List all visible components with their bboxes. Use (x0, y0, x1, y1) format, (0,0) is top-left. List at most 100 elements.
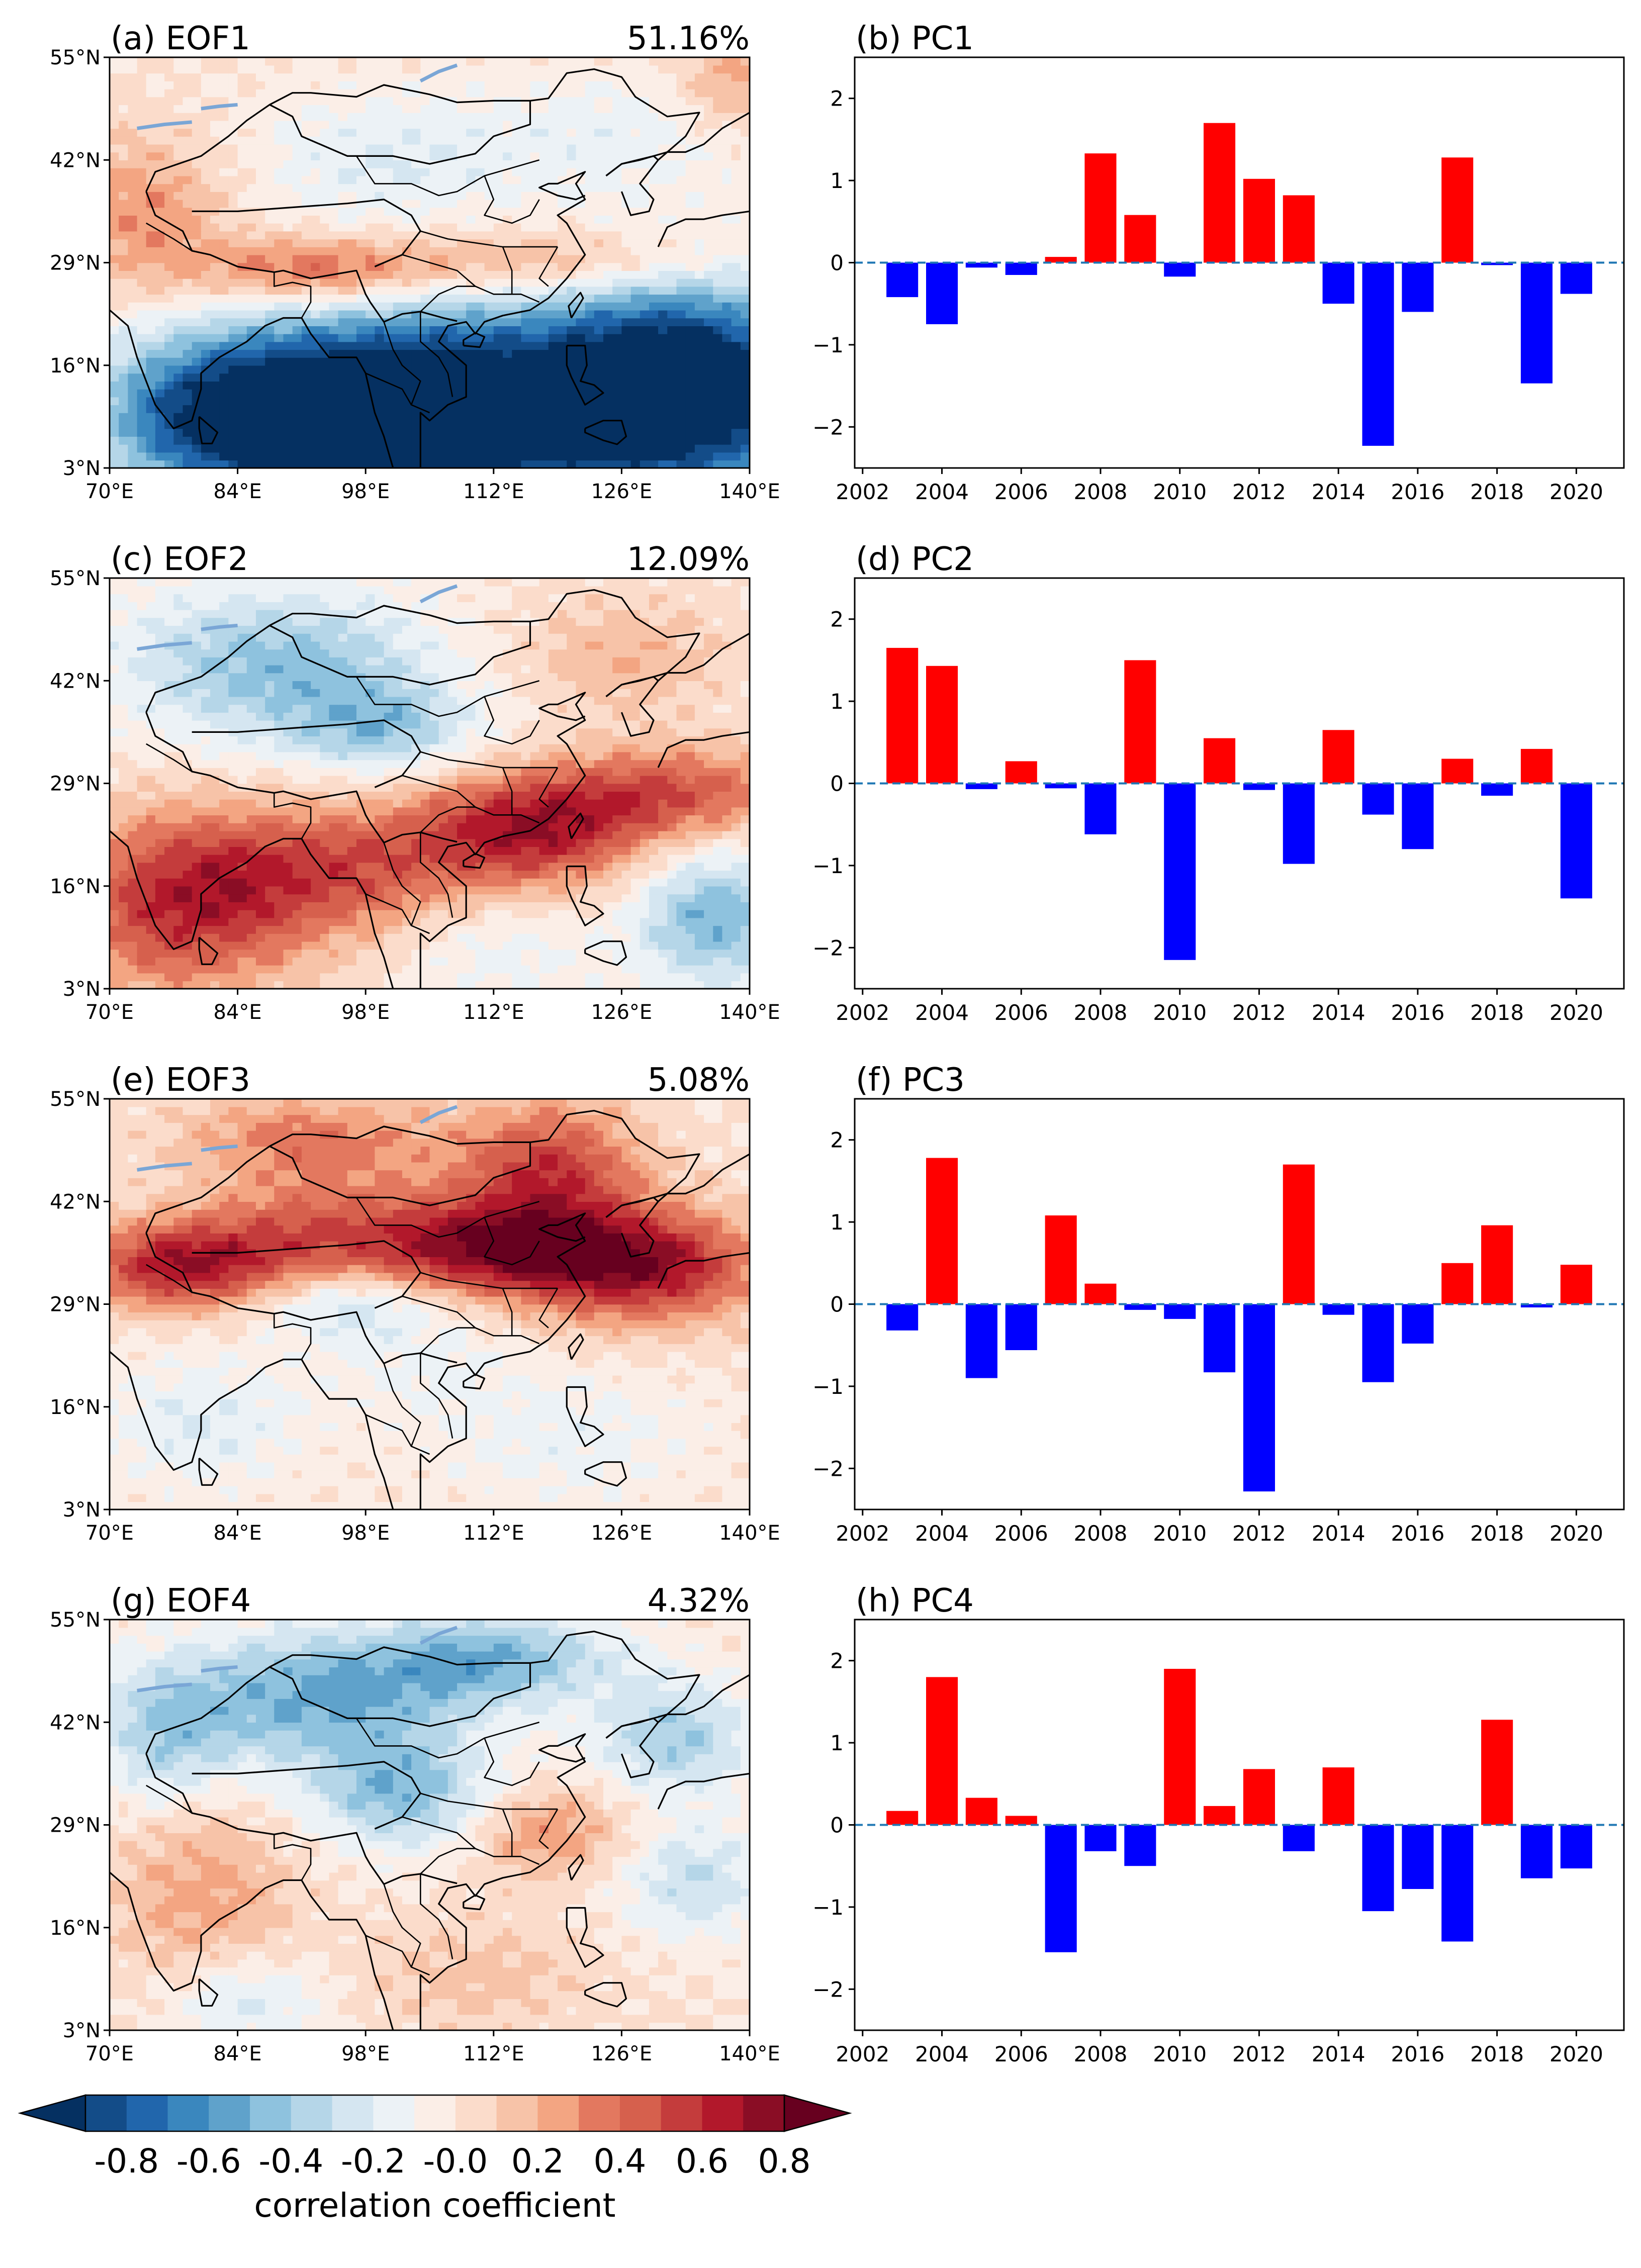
bar-2006 (1005, 1816, 1037, 1825)
lon-tick-label: 98°E (341, 480, 390, 503)
colorbar-segment (619, 2095, 662, 2131)
x-tick-label: 2018 (1470, 480, 1524, 504)
colorbar-segment (126, 2095, 168, 2131)
bar-2006 (1005, 761, 1037, 784)
colorbar-segment (373, 2095, 415, 2131)
colorbar-segment (579, 2095, 620, 2131)
x-tick-label: 2010 (1153, 1521, 1207, 1546)
lat-tick-label: 29°N (50, 773, 101, 796)
bar-2010 (1164, 262, 1196, 277)
y-tick-label: 1 (830, 168, 844, 193)
lat-tick-label: 3°N (63, 978, 101, 1001)
x-tick-label: 2014 (1312, 2042, 1365, 2066)
lon-tick-label: 112°E (463, 480, 524, 503)
lon-tick-label: 126°E (591, 2042, 653, 2065)
bar-2019 (1520, 748, 1553, 784)
x-tick-label: 2002 (836, 480, 889, 504)
lon-tick-label: 70°E (85, 1522, 134, 1545)
bar-2015 (1362, 783, 1394, 815)
bar-2005 (965, 1798, 997, 1825)
x-tick-label: 2010 (1153, 480, 1207, 504)
colorbar-tick-label: -0.2 (341, 2142, 406, 2181)
bar-2004 (926, 262, 958, 324)
bar-2019 (1520, 262, 1553, 384)
lon-tick-label: 70°E (85, 480, 134, 503)
y-tick-label: 0 (830, 1813, 844, 1838)
bar-2005 (965, 1304, 997, 1378)
y-tick-label: −1 (812, 1374, 844, 1399)
lon-tick-label: 126°E (591, 1001, 653, 1024)
coastlines-and-borders (110, 1626, 750, 2030)
bar-2016 (1402, 1825, 1434, 1889)
lon-tick-label: 126°E (591, 480, 653, 503)
lon-tick-label: 140°E (719, 1522, 780, 1545)
lat-tick-label: 3°N (63, 457, 101, 480)
x-tick-label: 2006 (994, 1000, 1048, 1025)
x-tick-label: 2018 (1470, 1000, 1524, 1025)
y-tick-label: 2 (830, 86, 844, 111)
map-title: (a) EOF1 (111, 20, 250, 57)
bar-2004 (926, 666, 958, 784)
colorbar-segment (291, 2095, 333, 2131)
chart-title: (b) PC1 (856, 20, 974, 57)
x-tick-label: 2016 (1391, 1521, 1444, 1546)
explained-variance: 5.08% (648, 1062, 750, 1099)
bar-2015 (1362, 1825, 1394, 1912)
colorbar-tick-label: 0.2 (511, 2142, 564, 2181)
lat-tick-label: 16°N (50, 875, 101, 898)
bar-2014 (1322, 1767, 1354, 1825)
colorbar-label: correlation coefficient (254, 2186, 615, 2225)
colorbar-segment (743, 2095, 785, 2131)
coastlines-and-borders (110, 584, 750, 989)
explained-variance: 51.16% (627, 20, 750, 57)
bar-2004 (926, 1677, 958, 1825)
lat-tick-label: 42°N (50, 149, 101, 172)
y-tick-label: 2 (830, 607, 844, 632)
lon-tick-label: 98°E (341, 2042, 390, 2065)
x-tick-label: 2008 (1074, 480, 1128, 504)
correlation-field (110, 1099, 750, 1509)
lat-tick-label: 16°N (50, 354, 101, 377)
bar-2009 (1124, 1825, 1156, 1866)
map-title: (c) EOF2 (111, 541, 248, 578)
colorbar-segment (496, 2095, 538, 2131)
colorbar-tick-label: -0.0 (423, 2142, 488, 2181)
bar-2014 (1322, 730, 1354, 784)
bar-2012 (1243, 1769, 1275, 1825)
colorbar-extend-min (18, 2094, 86, 2132)
bar-2018 (1481, 262, 1513, 265)
lat-tick-label: 55°N (50, 46, 101, 69)
bar-2011 (1204, 1806, 1236, 1825)
bar-2012 (1243, 178, 1275, 263)
x-tick-label: 2008 (1074, 1521, 1128, 1546)
lon-tick-label: 112°E (463, 1522, 524, 1545)
x-tick-label: 2002 (836, 2042, 889, 2066)
bar-2005 (965, 783, 997, 789)
y-tick-label: 0 (830, 251, 844, 275)
bar-2011 (1204, 738, 1236, 784)
x-tick-label: 2014 (1312, 480, 1365, 504)
lat-tick-label: 42°N (50, 670, 101, 693)
bar-2006 (1005, 1304, 1037, 1350)
x-tick-label: 2004 (915, 2042, 969, 2066)
chart-title: (d) PC2 (856, 541, 974, 578)
x-tick-label: 2010 (1153, 1000, 1207, 1025)
x-tick-label: 2016 (1391, 480, 1444, 504)
bar-2020 (1560, 1265, 1592, 1304)
bar-2017 (1441, 759, 1474, 784)
y-tick-label: −2 (812, 1456, 844, 1481)
bar-2009 (1124, 215, 1156, 263)
colorbar-tick-label: -0.6 (176, 2142, 241, 2181)
colorbar-tick-label: 0.4 (593, 2142, 646, 2181)
bar-2012 (1243, 783, 1275, 790)
colorbar-tick-label: -0.4 (258, 2142, 323, 2181)
lon-tick-label: 84°E (214, 480, 262, 503)
map-title: (g) EOF4 (111, 1582, 251, 1620)
lon-tick-label: 98°E (341, 1001, 390, 1024)
colorbar-tick-label: 0.8 (758, 2142, 811, 2181)
bar-2014 (1322, 1304, 1354, 1315)
x-tick-label: 2008 (1074, 2042, 1128, 2066)
colorbar-extend-max (783, 2094, 852, 2132)
x-tick-label: 2016 (1391, 1000, 1444, 1025)
